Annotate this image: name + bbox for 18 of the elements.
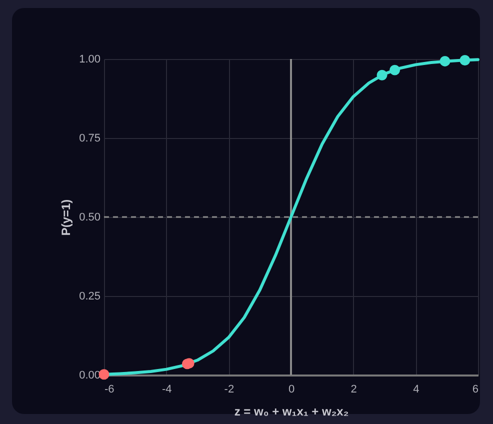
- x-tick-label: 4: [413, 384, 420, 396]
- x-tick-label: 2: [350, 384, 357, 396]
- y-tick-label: 0.75: [79, 132, 100, 144]
- point: [390, 64, 400, 76]
- point: [440, 56, 450, 66]
- x-tick-label: -4: [162, 384, 172, 396]
- y-tick-label: 0.25: [79, 290, 100, 302]
- x-axis-title: z = w₀ + w₁x₁ + w₂x₂: [234, 404, 349, 418]
- y-tick-label: 1.00: [79, 54, 100, 66]
- y-tick-label: 0.50: [79, 212, 100, 224]
- x-tick-label: -2: [224, 384, 234, 396]
- point: [98, 369, 110, 380]
- y-axis-title: P(y=1): [59, 199, 74, 236]
- point: [376, 70, 388, 80]
- x-tick-label: 6: [472, 384, 478, 396]
- x-tick-label: 0: [288, 384, 295, 396]
- x-tick-label: -6: [104, 384, 114, 396]
- point: [460, 55, 470, 66]
